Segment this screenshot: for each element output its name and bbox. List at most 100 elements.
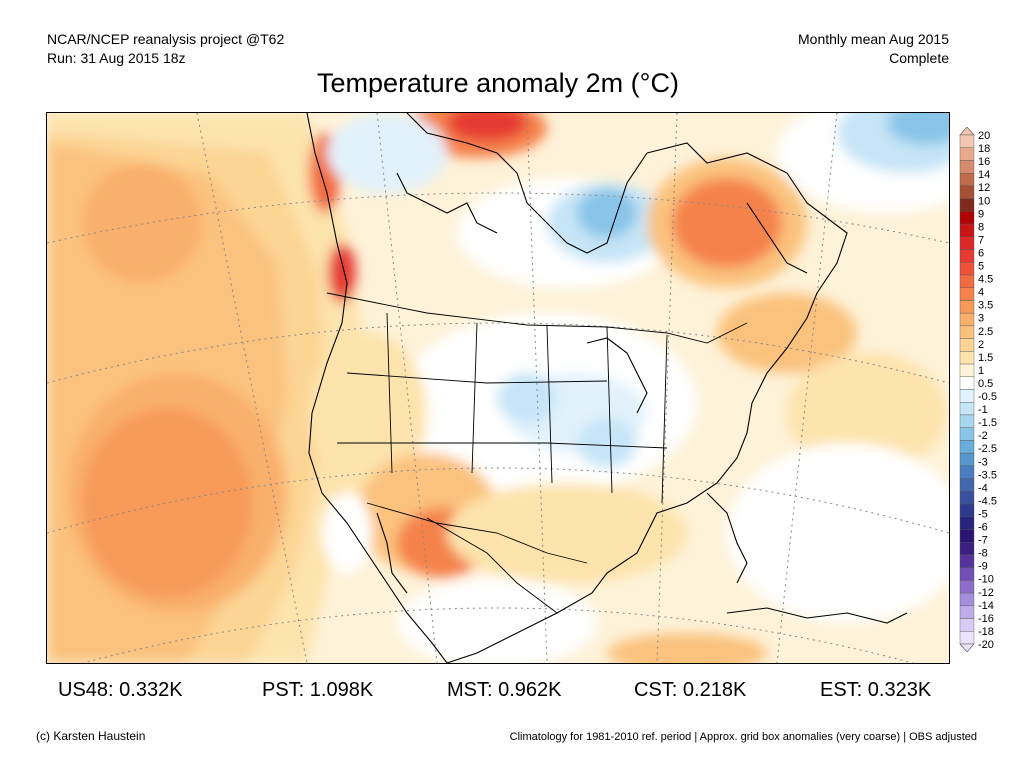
legend-label: 5 [978, 261, 984, 273]
legend-swatch [959, 363, 975, 377]
credit: (c) Karsten Haustein [36, 729, 146, 743]
legend-swatch [959, 529, 975, 543]
legend-swatch [959, 427, 975, 441]
legend-swatch [959, 440, 975, 454]
legend-label: -3.5 [978, 469, 997, 481]
legend-swatch [959, 452, 975, 467]
legend-label: 12 [978, 182, 990, 194]
legend-swatch [959, 274, 975, 288]
model-info: NCAR/NCEP reanalysis project @T62 Run: 3… [47, 30, 284, 68]
legend-label: -2 [978, 430, 988, 442]
legend-label: -4.5 [978, 495, 997, 507]
legend-swatch [959, 211, 975, 225]
legend-swatch [959, 325, 975, 339]
legend-label: -20 [978, 639, 994, 651]
legend-swatch [959, 249, 975, 263]
legend-arrow-bottom [959, 643, 975, 652]
legend-swatch [959, 376, 975, 390]
legend-label: 7 [978, 234, 984, 246]
graticule [47, 113, 949, 663]
legend-swatch [959, 147, 975, 161]
legend-label: 0.5 [978, 378, 993, 390]
legend-swatch [959, 402, 975, 416]
legend-swatch [959, 516, 975, 530]
legend-label: -4 [978, 482, 988, 494]
legend-label: -5 [978, 508, 988, 520]
legend-label: 3.5 [978, 300, 993, 312]
legend-label: 3 [978, 313, 984, 325]
legend-swatch [959, 554, 975, 568]
period-info: Monthly mean Aug 2015 Complete [798, 30, 949, 68]
legend-swatch [959, 389, 975, 403]
legend-swatch [959, 542, 975, 556]
legend-swatch [959, 567, 975, 581]
stat-pst: PST: 1.098K [262, 679, 374, 701]
legend-label: 1.5 [978, 352, 993, 364]
legend-label: -16 [978, 613, 994, 625]
legend-swatch [959, 580, 975, 594]
legend-swatch [959, 172, 975, 187]
legend-label: -18 [978, 626, 994, 638]
legend-label: -3 [978, 456, 988, 468]
legend-swatch [959, 592, 975, 607]
legend-label: -6 [978, 522, 988, 534]
legend-label: -1 [978, 404, 988, 416]
legend-swatch [959, 503, 975, 517]
anomaly-map [46, 112, 950, 664]
footer-notes: Climatology for 1981-2010 ref. period | … [509, 731, 977, 743]
legend-label: -9 [978, 561, 988, 573]
legend-arrow-top [959, 127, 975, 136]
legend-label: -7 [978, 535, 988, 547]
legend-label: 14 [978, 169, 990, 181]
legend-label: 4.5 [978, 274, 993, 286]
legend-label: -10 [978, 574, 994, 586]
legend-label: 8 [978, 221, 984, 233]
anomaly-map-svg [47, 113, 949, 663]
legend-label: 2 [978, 339, 984, 351]
legend-swatch [959, 491, 975, 505]
legend-swatch [959, 134, 975, 148]
legend-swatch [959, 465, 975, 479]
legend-swatch [959, 631, 975, 645]
legend-swatch [959, 198, 975, 212]
legend-label: -1.5 [978, 417, 997, 429]
legend-swatch [959, 223, 975, 237]
legend-label: 6 [978, 247, 984, 259]
regional-stats: US48: 0.332K PST: 1.098K MST: 0.962K CST… [0, 679, 1024, 705]
legend-label: -12 [978, 587, 994, 599]
legend-label: 2.5 [978, 326, 993, 338]
legend-label: 10 [978, 195, 990, 207]
legend-swatch [959, 300, 975, 314]
stat-mst: MST: 0.962K [447, 679, 562, 701]
coastlines [306, 113, 908, 663]
period-label: Monthly mean Aug 2015 [798, 31, 949, 47]
legend-swatch [959, 338, 975, 352]
model-name: NCAR/NCEP reanalysis project @T62 [47, 31, 285, 47]
stat-us48: US48: 0.332K [58, 679, 183, 701]
anomaly-shading [47, 113, 949, 663]
legend-label: 4 [978, 287, 984, 299]
legend-label: -14 [978, 600, 994, 612]
legend-label: -0.5 [978, 391, 997, 403]
legend-swatch [959, 618, 975, 632]
run-time: Run: 31 Aug 2015 18z [47, 50, 186, 66]
legend-swatch [959, 236, 975, 250]
map-title: Temperature anomaly 2m (°C) [317, 68, 679, 98]
stat-est: EST: 0.323K [820, 679, 932, 701]
completeness-status: Complete [889, 50, 949, 66]
legend-swatch [959, 185, 975, 199]
legend-label: 20 [978, 130, 990, 142]
legend-label: 16 [978, 156, 990, 168]
stat-cst: CST: 0.218K [634, 679, 747, 701]
legend-swatch [959, 160, 975, 174]
legend-label: -8 [978, 548, 988, 560]
legend-swatch [959, 351, 975, 365]
legend-swatch [959, 262, 975, 276]
legend-swatch [959, 312, 975, 327]
legend-swatch [959, 478, 975, 492]
legend-swatch [959, 414, 975, 428]
legend-swatch [959, 287, 975, 301]
legend-label: 9 [978, 208, 984, 220]
legend-label: -2.5 [978, 443, 997, 455]
